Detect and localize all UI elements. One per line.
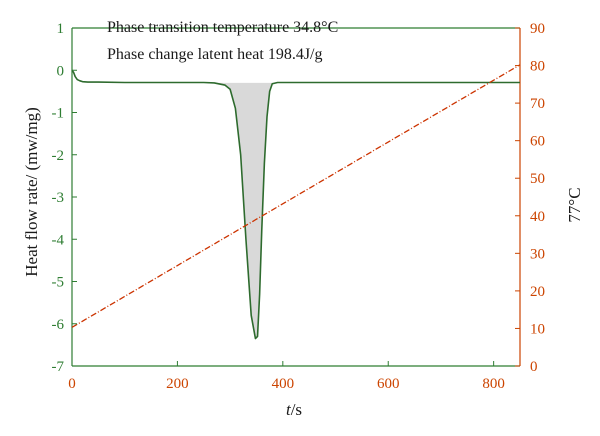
peak-fill-area	[214, 82, 278, 339]
peak-fill	[214, 82, 278, 339]
x-tick-label: 600	[377, 376, 400, 392]
x-tick-label: 800	[482, 376, 505, 392]
y-left-tick-label: 1	[57, 21, 65, 37]
y-left-axis-label: Heat flow rate/ (mw/mg)	[22, 107, 41, 276]
y-right-tick-label: 0	[530, 359, 538, 375]
y-right-tick-label: 40	[530, 209, 545, 225]
y-left-tick-label: -6	[52, 317, 65, 333]
y-left-tick-label: 0	[57, 63, 65, 79]
y-right-tick-label: 50	[530, 171, 545, 187]
y-right-tick-label: 80	[530, 59, 545, 75]
y-right-tick-label: 20	[530, 284, 545, 300]
x-tick-label: 200	[166, 376, 189, 392]
y-left-tick-label: -2	[52, 148, 65, 164]
y-left-tick-label: -3	[52, 190, 65, 206]
x-axis-label: t/s	[286, 400, 302, 419]
temperature-series-line	[71, 64, 521, 328]
y-left-tick-label: -5	[52, 275, 65, 291]
series-group	[71, 64, 521, 340]
y-right-tick-label: 90	[530, 21, 545, 37]
y-right-tick-label: 30	[530, 246, 545, 262]
y-left-tick-label: -1	[52, 106, 65, 122]
annotation-latent-heat: Phase change latent heat 198.4J/g	[107, 46, 323, 63]
annotation-transition-temperature: Phase transition temperature 34.8°C	[107, 19, 338, 36]
x-axis-label-unit: /s	[291, 400, 302, 419]
heat-flow-series-line	[71, 69, 520, 340]
y-left-tick-label: -7	[52, 359, 65, 375]
x-axis-label-variable: t	[286, 400, 292, 419]
x-tick-label: 400	[272, 376, 295, 392]
y-left-tick-label: -4	[52, 232, 65, 248]
x-tick-label: 0	[68, 376, 76, 392]
y-right-tick-label: 10	[530, 321, 545, 337]
y-right-tick-label: 70	[530, 96, 545, 112]
y-right-tick-label: 60	[530, 134, 545, 150]
y-right-axis-label: 77°C	[565, 187, 584, 222]
